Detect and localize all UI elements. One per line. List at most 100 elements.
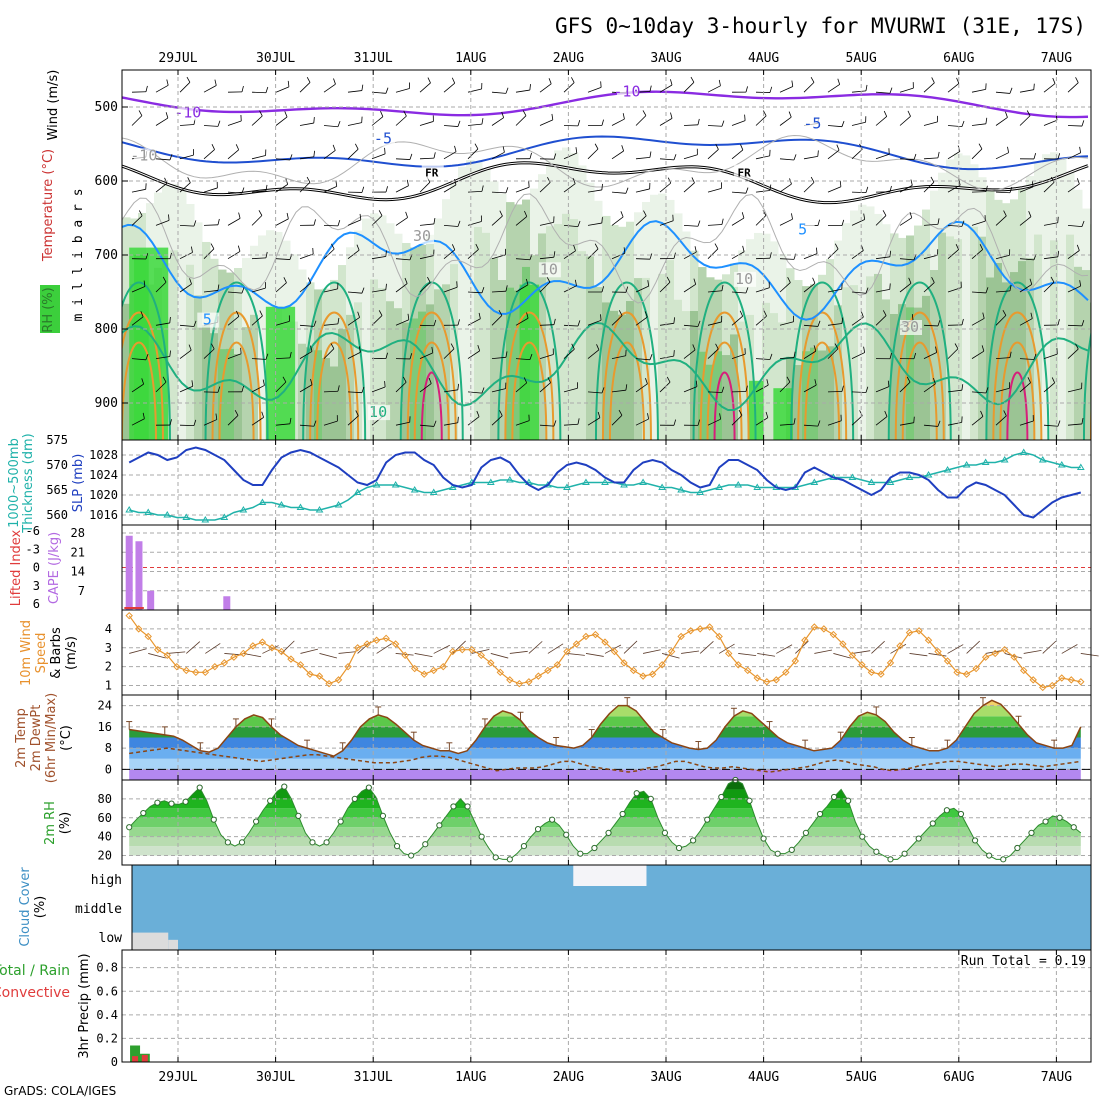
wind-barb xyxy=(601,387,605,394)
cloud-level-label: low xyxy=(99,931,123,946)
wind-speed-marker xyxy=(553,661,562,669)
wind-barb xyxy=(313,150,315,157)
wind-barb xyxy=(971,220,986,226)
wind-barb xyxy=(928,653,947,657)
wind-barb xyxy=(745,187,749,194)
temperature-contour xyxy=(887,281,952,440)
wind-speed-marker xyxy=(1067,676,1075,684)
wind-barb xyxy=(523,377,528,384)
thickness-marker xyxy=(943,466,952,473)
thickness-marker xyxy=(1076,463,1085,470)
rh-shading xyxy=(1082,270,1091,440)
temperature-contour xyxy=(713,371,736,440)
temperature-contour xyxy=(985,281,1050,440)
wind-barb xyxy=(405,211,408,218)
wind-barb xyxy=(1033,353,1037,360)
wind-barb xyxy=(721,284,724,291)
contour-label: FR xyxy=(737,167,751,180)
wind-barb xyxy=(585,653,604,657)
wind-barb xyxy=(649,354,653,360)
rh-marker xyxy=(182,798,189,805)
wind-barb xyxy=(1026,110,1031,116)
wind-barb xyxy=(265,86,269,93)
contour-label-bg xyxy=(792,222,815,238)
wind-barb xyxy=(572,177,576,184)
wind-barb xyxy=(1050,176,1055,183)
wind-barb xyxy=(769,86,773,93)
rh-marker xyxy=(436,822,443,829)
rh-shading xyxy=(386,301,395,440)
wind-barb xyxy=(594,243,599,250)
contour-label-bg xyxy=(421,164,444,180)
rh-marker xyxy=(408,852,415,859)
date-label: 30JUL xyxy=(256,1070,295,1085)
wind-barb xyxy=(347,391,363,394)
run-total-label: Run Total = 0.19 xyxy=(961,954,1086,969)
wind-barb xyxy=(1057,153,1061,160)
wind-barb xyxy=(1075,77,1079,83)
wind-speed-marker xyxy=(896,642,904,650)
wind-barb xyxy=(577,320,581,327)
wind-barb xyxy=(539,256,554,260)
wind-barb xyxy=(142,412,145,419)
wind-barb xyxy=(371,289,386,293)
thickness-marker xyxy=(315,506,324,513)
wind-barb xyxy=(923,324,939,327)
cape-tick-label: 28 xyxy=(71,526,85,540)
wind-barb xyxy=(395,319,409,326)
wind-barb xyxy=(347,249,360,260)
wind-barb xyxy=(982,312,985,319)
wind-barb xyxy=(875,116,887,126)
wind-barb xyxy=(954,343,959,349)
contour-label-bg xyxy=(197,312,220,328)
wind-speed-marker xyxy=(744,666,752,675)
rh-marker xyxy=(675,844,683,852)
wind-barb xyxy=(1043,222,1058,226)
rh-marker xyxy=(323,839,330,846)
wind-barb xyxy=(791,213,793,220)
wind-barb xyxy=(529,353,533,360)
rh-marker xyxy=(351,795,358,802)
wind-barb xyxy=(371,91,386,94)
wind-barb xyxy=(863,346,866,353)
wind-barb xyxy=(443,125,458,127)
rh-shading xyxy=(618,314,627,440)
wind-barb xyxy=(140,311,144,317)
thickness-marker xyxy=(1000,456,1009,463)
rh-marker xyxy=(210,816,217,823)
temperature-contour xyxy=(504,311,555,440)
wind-barb xyxy=(755,315,767,326)
rh-shading xyxy=(394,308,403,440)
wind-barb xyxy=(834,343,839,349)
wind-barb xyxy=(251,385,265,393)
wind-barb xyxy=(1033,83,1035,90)
temperature-contour xyxy=(413,341,450,440)
wind-speed-marker xyxy=(439,662,447,671)
wind-barb xyxy=(347,122,362,126)
rh-marker xyxy=(647,795,654,802)
rh-shading xyxy=(378,288,387,440)
wind-barb xyxy=(289,351,292,358)
wind-axis-label: Speed xyxy=(34,633,49,674)
wind-barb xyxy=(522,110,527,116)
wind-barb xyxy=(525,278,529,285)
date-label: 29JUL xyxy=(158,1070,197,1085)
wind-barb xyxy=(193,220,197,227)
wind-barb xyxy=(299,181,311,193)
wind-barb xyxy=(451,77,456,84)
wind-speed-marker xyxy=(382,634,390,643)
rh-shading xyxy=(1066,234,1075,440)
wind-speed-marker xyxy=(563,647,571,656)
wind-barb xyxy=(882,210,887,216)
wind-speed-marker xyxy=(1039,683,1047,692)
wind-barb xyxy=(683,386,698,393)
wind-barb xyxy=(745,385,748,392)
wind-barb xyxy=(762,110,767,117)
wind-barb xyxy=(961,318,964,325)
wind-barb xyxy=(227,291,242,294)
wind-barb xyxy=(1043,83,1056,93)
wind-barb xyxy=(275,158,290,161)
wind-barb xyxy=(1067,324,1083,327)
wind-barb xyxy=(933,378,936,384)
wind-barb xyxy=(203,149,215,160)
